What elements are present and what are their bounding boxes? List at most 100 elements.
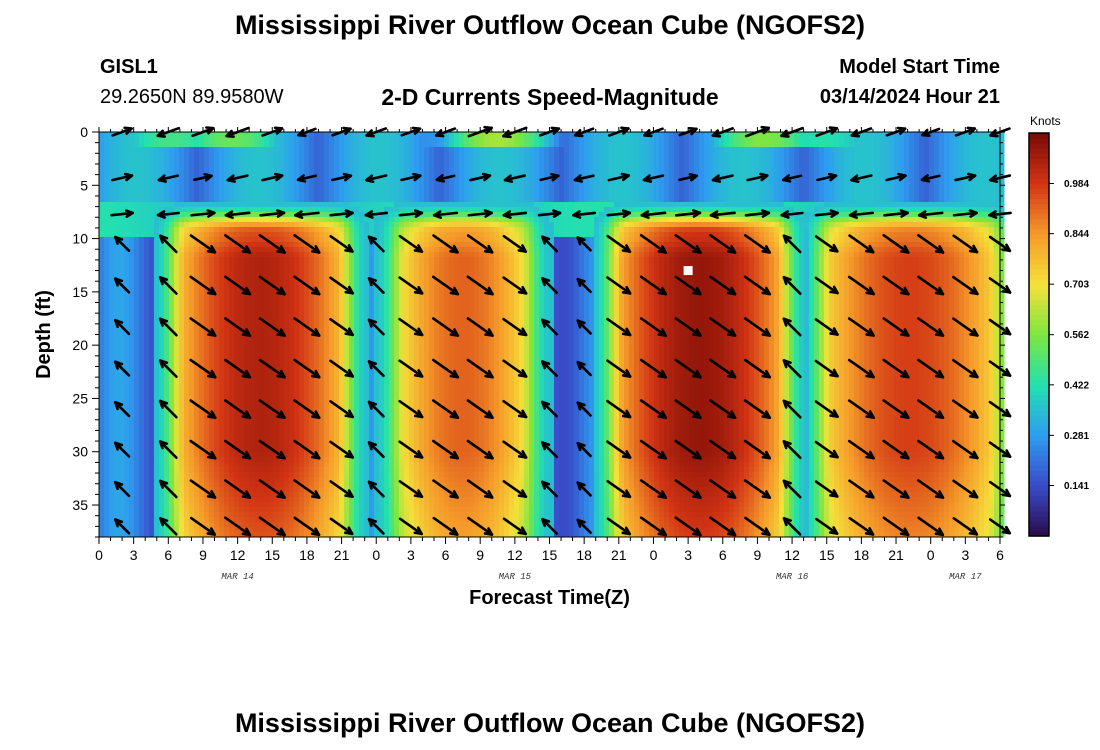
current-vector <box>674 234 702 254</box>
current-vector <box>639 516 668 537</box>
current-vector <box>847 399 875 419</box>
current-vector <box>367 517 385 535</box>
current-vector <box>224 516 252 537</box>
current-vector <box>709 358 737 379</box>
y-tick-label: 15 <box>72 284 88 300</box>
current-vector <box>190 209 216 218</box>
current-vector <box>293 275 321 296</box>
current-vector <box>782 234 802 254</box>
current-vector <box>193 172 213 182</box>
current-vector <box>329 359 355 378</box>
current-vector <box>367 318 385 336</box>
current-vector <box>606 479 632 499</box>
current-vector <box>158 359 178 379</box>
current-vector <box>541 360 558 378</box>
current-vector <box>258 516 286 537</box>
model-start-value: 03/14/2024 Hour 21 <box>819 86 1000 108</box>
x-tick-label: 0 <box>650 547 658 563</box>
current-vector <box>709 399 737 420</box>
current-vector <box>435 174 456 183</box>
chart-title: 2-D Currents Speed-Magnitude <box>381 84 719 110</box>
current-vector <box>848 479 875 499</box>
current-vector <box>466 439 494 460</box>
current-vector <box>329 400 355 419</box>
current-vector <box>576 319 592 335</box>
current-vector <box>674 275 702 296</box>
current-vector <box>158 440 178 460</box>
current-vector <box>293 479 321 499</box>
current-vector <box>224 439 252 460</box>
current-vector <box>431 399 460 420</box>
x-tick-label: 0 <box>927 547 935 563</box>
current-vector <box>674 358 702 379</box>
current-vector <box>917 358 945 379</box>
current-vector <box>781 174 803 183</box>
current-vector <box>743 439 772 460</box>
current-vector <box>224 479 252 499</box>
current-vector <box>917 399 945 420</box>
current-vector <box>400 172 422 182</box>
current-vector <box>293 439 321 460</box>
current-vector <box>258 358 286 379</box>
x-tick-label: 12 <box>507 547 523 563</box>
current-vector <box>502 480 528 499</box>
current-vector <box>607 172 631 182</box>
current-vector <box>674 479 702 499</box>
current-vector <box>674 317 702 337</box>
current-vector <box>502 517 527 536</box>
current-vector <box>576 401 592 417</box>
current-vector <box>882 234 910 254</box>
current-vector <box>848 210 875 219</box>
current-vector <box>782 399 802 419</box>
colorbar-tick-label: 0.703 <box>1064 280 1089 291</box>
x-tick-label: 18 <box>576 547 592 563</box>
current-vector <box>293 234 321 254</box>
current-vector <box>848 516 875 536</box>
current-vector <box>158 479 178 499</box>
current-vector <box>606 359 632 378</box>
current-vector <box>573 174 595 183</box>
current-vector <box>329 480 354 498</box>
current-vector <box>466 275 494 296</box>
current-vector <box>744 209 771 218</box>
current-vector <box>917 516 945 537</box>
current-vector <box>398 480 424 499</box>
current-vector <box>744 516 771 537</box>
current-vector <box>398 359 424 378</box>
current-vector <box>293 516 321 537</box>
current-vector <box>576 277 592 294</box>
current-vector <box>709 317 737 337</box>
current-vector <box>814 235 839 253</box>
current-vector <box>113 518 131 535</box>
current-vector <box>502 440 528 459</box>
current-vector <box>431 317 460 337</box>
current-vector <box>782 479 802 499</box>
current-vector <box>541 441 558 459</box>
y-tick-label: 25 <box>72 390 88 406</box>
current-vector <box>502 210 528 219</box>
x-tick-label: 6 <box>442 547 450 563</box>
current-vector <box>743 275 772 296</box>
current-vector <box>606 317 632 337</box>
x-tick-label: 12 <box>230 547 246 563</box>
x-tick-label: 18 <box>854 547 870 563</box>
current-vector <box>261 172 284 182</box>
current-vector <box>258 439 286 460</box>
current-vector <box>431 358 460 379</box>
current-vector <box>158 399 178 419</box>
current-vector <box>606 209 632 218</box>
current-vector <box>224 399 252 420</box>
current-vector <box>606 399 632 419</box>
current-vector <box>156 210 180 219</box>
current-vector <box>432 479 459 499</box>
current-vector <box>814 359 839 378</box>
current-vector <box>189 275 217 296</box>
colorbar-tick-label: 0.422 <box>1064 380 1089 391</box>
current-vector <box>157 174 180 183</box>
colorbar-tick-label: 0.281 <box>1064 431 1089 442</box>
current-vector <box>674 399 702 420</box>
current-vector <box>541 517 558 535</box>
current-vector <box>467 209 493 218</box>
current-vector <box>814 318 839 336</box>
